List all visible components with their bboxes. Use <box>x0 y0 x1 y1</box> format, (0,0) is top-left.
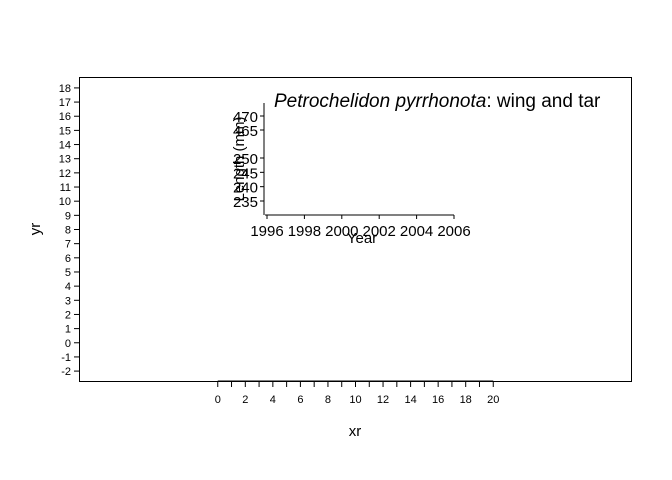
inset-y-tick-label: 250 <box>233 151 258 168</box>
inset-x-tick-label: 1998 <box>288 223 321 240</box>
inset-x-axis-title: Year <box>347 230 377 247</box>
inset-chart: Petrochelidon pyrrhonota: wing and tar 1… <box>231 91 601 247</box>
x-tick-label: 12 <box>377 394 389 406</box>
y-tick-label: 18 <box>59 83 71 95</box>
y-tick-label: 16 <box>59 111 71 123</box>
y-tick-label: 10 <box>59 196 71 208</box>
y-tick-label: -2 <box>61 366 71 378</box>
x-tick-label: 20 <box>487 394 499 406</box>
x-tick-label: 4 <box>270 394 276 406</box>
x-tick-label: 2 <box>242 394 248 406</box>
inset-x-tick-label: 1996 <box>250 223 283 240</box>
inset-title-rest: : wing and tar <box>486 91 601 112</box>
x-tick-label: 14 <box>404 394 416 406</box>
inset-title: Petrochelidon pyrrhonota: wing and tar <box>274 91 601 112</box>
inset-y-axis-title: Length (mm) <box>231 116 248 201</box>
y-tick-label: 2 <box>65 309 71 321</box>
inset-x-axis: 1996 1998 2000 2002 2004 2006 <box>250 214 471 240</box>
inset-title-species: Petrochelidon pyrrhonota <box>274 91 486 112</box>
inset-x-tick-label: 2000 <box>325 223 358 240</box>
y-tick-label: 4 <box>65 281 71 293</box>
y-axis-title: yr <box>27 223 44 236</box>
y-tick-label: 7 <box>65 239 71 251</box>
y-tick-label: 14 <box>59 140 71 152</box>
y-tick-label: 12 <box>59 168 71 180</box>
x-axis-title: xr <box>349 423 362 440</box>
y-tick-label: -1 <box>61 352 71 364</box>
inset-x-tick-label: 2004 <box>400 223 433 240</box>
y-tick-label: 8 <box>65 225 71 237</box>
y-tick-label: 3 <box>65 295 71 307</box>
y-tick-label: 15 <box>59 125 71 137</box>
inset-y-tick-label: 240 <box>233 180 258 197</box>
y-tick-label: 5 <box>65 267 71 279</box>
y-tick-label: 13 <box>59 154 71 166</box>
inset-y-tick-label: 235 <box>233 194 258 211</box>
y-tick-label: 11 <box>60 182 71 194</box>
x-axis: 0 2 4 6 8 10 12 14 16 18 20 <box>215 380 499 406</box>
inset-x-tick-label: 2002 <box>363 223 396 240</box>
y-tick-label: 0 <box>65 338 71 350</box>
x-tick-label: 16 <box>432 394 444 406</box>
x-tick-label: 10 <box>349 394 361 406</box>
inset-y-tick-label: 245 <box>233 165 258 182</box>
x-tick-label: 0 <box>215 394 221 406</box>
inset-y-tick-label: 470 <box>233 109 258 126</box>
y-tick-label: 17 <box>59 97 71 109</box>
inset-y-tick-label: 465 <box>233 123 258 140</box>
x-tick-label: 8 <box>325 394 331 406</box>
y-tick-label: 6 <box>65 253 71 265</box>
x-tick-label: 6 <box>297 394 303 406</box>
inset-x-tick-label: 2006 <box>437 223 470 240</box>
y-tick-label: 1 <box>65 324 71 336</box>
y-tick-label: 9 <box>65 210 71 222</box>
x-tick-label: 18 <box>460 394 472 406</box>
